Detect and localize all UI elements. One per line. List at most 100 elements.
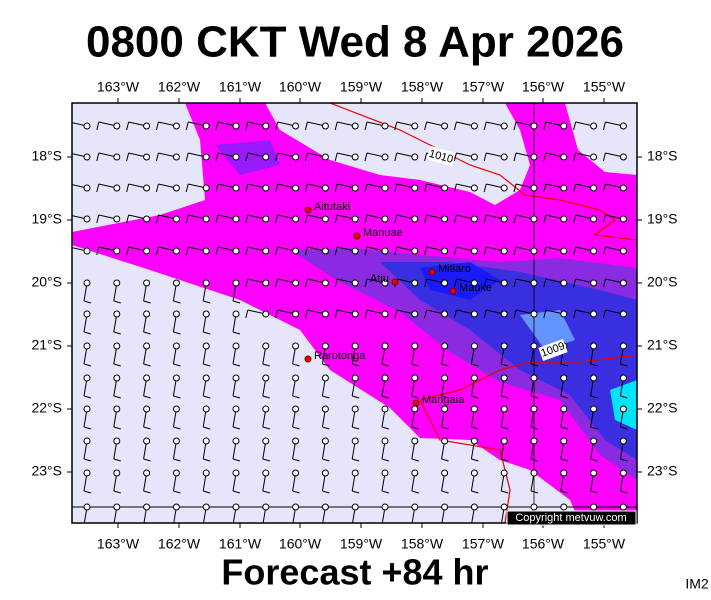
barb-flag xyxy=(602,214,606,224)
barb-station xyxy=(172,247,180,255)
barb-flag xyxy=(352,426,360,430)
wind-barb xyxy=(232,469,241,494)
barb-flag xyxy=(560,363,568,367)
barb-flag xyxy=(381,426,390,430)
barb-flag xyxy=(203,458,211,462)
barb-flag xyxy=(513,152,517,162)
barb-station xyxy=(143,469,151,477)
barb-station xyxy=(232,215,240,223)
wind-barb xyxy=(113,405,121,430)
barb-station xyxy=(441,469,449,477)
barb-flag xyxy=(530,426,539,430)
barb-flag xyxy=(364,183,368,193)
barb-flag xyxy=(83,458,92,462)
barb-station xyxy=(351,215,359,223)
wind-barb xyxy=(304,183,329,193)
wind-barb xyxy=(590,374,598,399)
barb-flag xyxy=(411,395,419,399)
wind-barb xyxy=(351,405,360,430)
barb-station xyxy=(232,342,240,350)
barb-flag xyxy=(215,214,219,224)
wind-barb xyxy=(83,503,91,523)
barb-station xyxy=(619,503,627,511)
barb-station xyxy=(143,310,151,318)
latitude-label: 19°S xyxy=(31,211,62,227)
wind-barb xyxy=(126,183,151,193)
longitude-label: 158°W xyxy=(401,79,444,95)
wind-barb xyxy=(411,469,419,494)
wind-barb xyxy=(381,469,390,494)
barb-flag xyxy=(173,458,181,462)
barb-flag xyxy=(381,363,390,367)
barb-flag xyxy=(304,246,308,256)
barb-flag xyxy=(232,395,241,399)
barb-station xyxy=(470,247,478,255)
wind-barb xyxy=(275,309,300,319)
wind-barb xyxy=(560,469,568,494)
barb-flag xyxy=(203,426,211,430)
wind-barb xyxy=(470,503,478,523)
barb-station xyxy=(619,342,627,350)
barb-flag xyxy=(215,246,219,256)
barb-flag xyxy=(83,300,92,304)
longitude-label: 163°W xyxy=(97,536,140,552)
wind-barb xyxy=(155,246,180,256)
barb-flag xyxy=(83,395,92,399)
barb-station xyxy=(321,153,329,161)
barb-station xyxy=(202,247,210,255)
wind-barb xyxy=(155,183,180,193)
barb-station xyxy=(83,122,91,130)
barb-station xyxy=(560,122,568,130)
barb-station xyxy=(500,279,508,287)
island-name: Mitiaro xyxy=(438,263,471,275)
barb-station xyxy=(560,374,568,382)
barb-flag xyxy=(322,525,329,527)
barb-flag xyxy=(203,331,211,335)
barb-station xyxy=(441,437,449,445)
barb-station xyxy=(292,310,300,318)
barb-station xyxy=(172,184,180,192)
barb-flag xyxy=(245,214,249,224)
barb-flag xyxy=(232,331,241,335)
wind-barb xyxy=(113,279,121,304)
barb-station xyxy=(470,405,478,413)
wind-barb xyxy=(96,183,121,193)
longitude-label: 162°W xyxy=(158,536,201,552)
barb-flag xyxy=(304,121,308,131)
barb-flag xyxy=(411,458,419,462)
barb-flag xyxy=(215,152,219,162)
wind-barb xyxy=(619,437,628,462)
barb-station xyxy=(143,503,151,511)
wind-barb xyxy=(530,374,539,399)
barb-flag xyxy=(394,152,398,162)
barb-station xyxy=(351,279,359,287)
wind-barb xyxy=(602,152,627,162)
barb-flag xyxy=(453,183,457,193)
barb-station xyxy=(262,503,270,511)
barb-station xyxy=(619,122,627,130)
barb-flag xyxy=(113,426,121,430)
wind-barb xyxy=(543,278,568,288)
wind-barb xyxy=(573,152,598,162)
wind-barb xyxy=(275,246,300,256)
barb-flag xyxy=(126,246,130,256)
barb-station xyxy=(113,374,121,382)
barb-flag xyxy=(113,458,121,462)
latitude-label: 18°S xyxy=(647,148,678,164)
island-marker xyxy=(353,232,361,240)
barb-station xyxy=(232,279,240,287)
wind-barb xyxy=(543,246,568,256)
wind-barb xyxy=(573,183,598,193)
wind-barb xyxy=(292,342,300,367)
barb-station xyxy=(321,437,329,445)
barb-station xyxy=(232,122,240,130)
copyright: Copyright metvuw.com xyxy=(515,512,626,524)
barb-station xyxy=(321,405,329,413)
wind-barb xyxy=(321,342,330,367)
longitude-label: 157°W xyxy=(462,536,505,552)
wind-barb xyxy=(364,309,389,319)
barb-station xyxy=(232,153,240,161)
barb-station xyxy=(411,184,419,192)
barb-flag xyxy=(233,525,240,527)
barb-flag xyxy=(114,525,121,527)
